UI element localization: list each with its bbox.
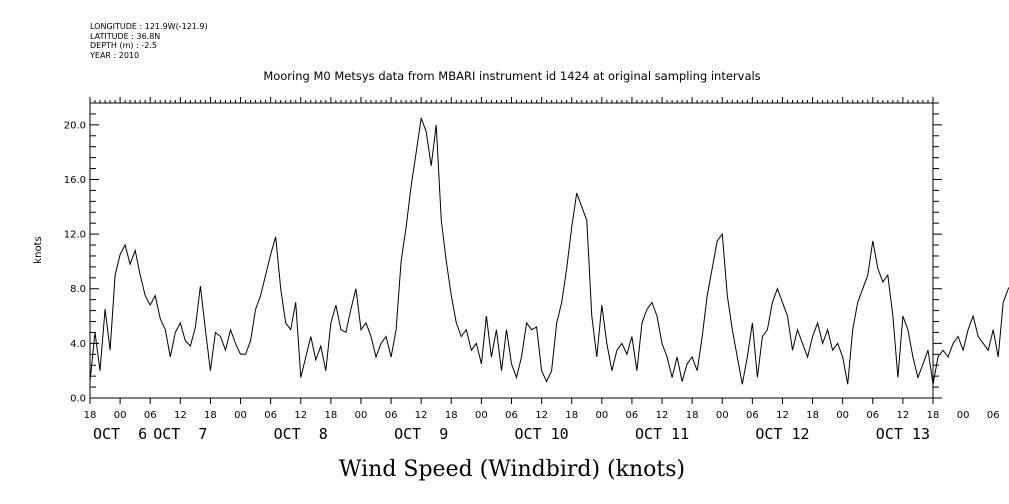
x-hour-label: 00 <box>836 410 849 421</box>
x-axis-title: Wind Speed (Windbird) (knots) <box>339 457 685 482</box>
latitude-text: LATITUDE : 36.8N <box>90 31 161 41</box>
x-hour-label: 12 <box>656 410 669 421</box>
y-tick-label: 16.0 <box>64 175 86 186</box>
y-tick-label: 4.0 <box>70 339 86 350</box>
x-hour-label: 06 <box>144 410 157 421</box>
y-axis: 0.0 4.0 8.0 12.0 16.0 20.0 <box>64 102 942 405</box>
x-hour-label: 18 <box>927 410 940 421</box>
x-hour-label: 12 <box>294 410 307 421</box>
x-hour-label: 18 <box>445 410 458 421</box>
x-hour-label: 00 <box>595 410 608 421</box>
x-date-label: OCT 6 <box>93 425 147 443</box>
x-hour-label: 06 <box>866 410 879 421</box>
x-hour-label: 00 <box>475 410 488 421</box>
y-tick-label: 8.0 <box>70 284 86 295</box>
x-hour-label: 18 <box>204 410 217 421</box>
x-axis: 18 00 06 12 18 00 06 12 18 00 06 12 18 00 06 12 18 00 06 12… <box>84 97 1000 443</box>
y-tick-label: 20.0 <box>64 120 86 131</box>
year-text: YEAR : 2010 <box>90 50 140 60</box>
x-hour-label: 00 <box>234 410 247 421</box>
x-hour-label: 06 <box>385 410 398 421</box>
x-hour-label: 06 <box>505 410 518 421</box>
x-hour-label: 12 <box>897 410 910 421</box>
x-date-label: OCT 10 <box>515 425 569 443</box>
y-tick-label: 12.0 <box>64 230 86 241</box>
x-date-label: OCT 7 <box>153 425 207 443</box>
x-hour-label: 00 <box>355 410 368 421</box>
series-line-wind-speed <box>89 117 1009 385</box>
x-hour-label: 18 <box>324 410 337 421</box>
x-hour-label: 06 <box>987 410 1000 421</box>
x-hour-label: 00 <box>716 410 729 421</box>
x-hour-label: 18 <box>84 410 97 421</box>
x-date-label: OCT 11 <box>635 425 689 443</box>
x-hour-label: 06 <box>264 410 277 421</box>
y-tick-label: 0.0 <box>70 394 86 405</box>
x-hour-label: 06 <box>626 410 639 421</box>
x-hour-label: 12 <box>535 410 548 421</box>
x-hour-label: 18 <box>686 410 699 421</box>
x-date-label: OCT 9 <box>394 425 448 443</box>
longitude-text: LONGITUDE : 121.9W(-121.9) <box>90 22 208 31</box>
mooring-metadata: LONGITUDE : 121.9W(-121.9) LATITUDE : 36… <box>90 22 208 60</box>
x-hour-label: 00 <box>957 410 970 421</box>
x-hour-label: 06 <box>746 410 759 421</box>
depth-text: DEPTH (m) : -2.5 <box>90 41 157 50</box>
x-date-label: OCT 12 <box>755 425 809 443</box>
x-hour-label: 00 <box>114 410 127 421</box>
x-hour-label: 12 <box>776 410 789 421</box>
x-date-label: OCT 8 <box>274 425 328 443</box>
x-date-label: OCT 13 <box>876 425 930 443</box>
y-axis-label: knots <box>33 236 44 263</box>
x-hour-label: 12 <box>415 410 428 421</box>
x-hour-label: 12 <box>174 410 187 421</box>
chart-title: Mooring M0 Metsys data from MBARI instru… <box>263 69 760 83</box>
x-hour-label: 18 <box>565 410 578 421</box>
x-hour-label: 18 <box>806 410 819 421</box>
